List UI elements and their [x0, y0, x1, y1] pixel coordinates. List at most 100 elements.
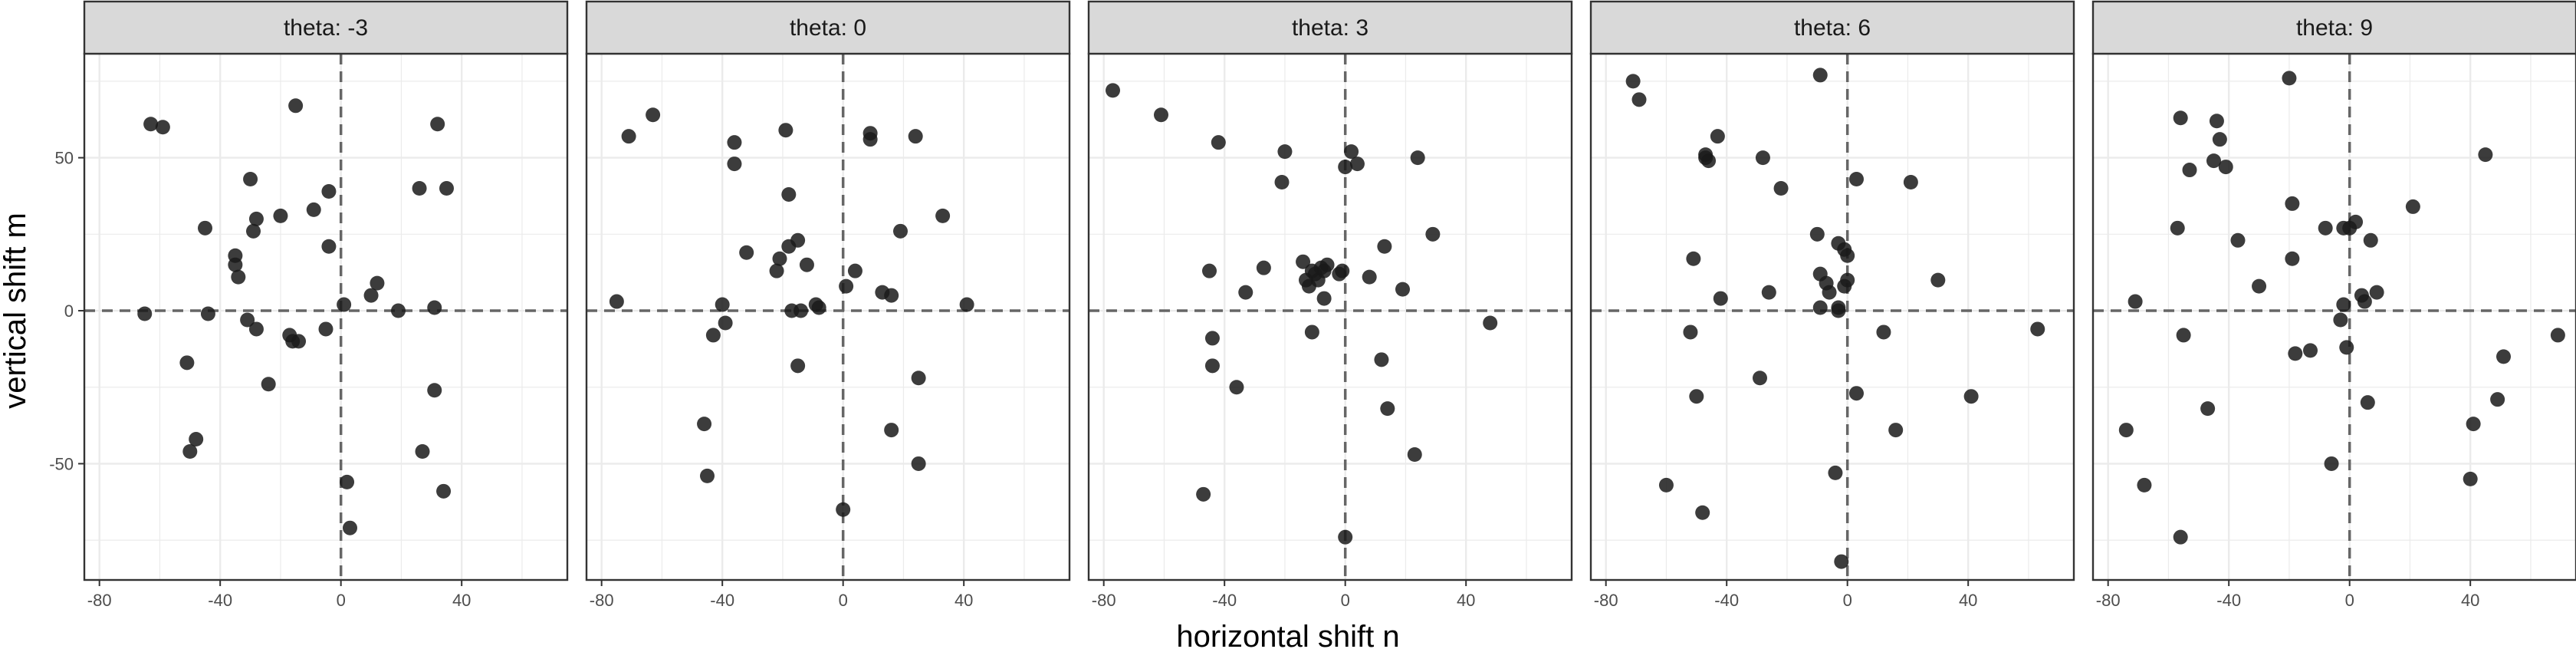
data-point [427, 383, 442, 398]
data-point [1828, 465, 1843, 480]
x-tick-label: -40 [710, 591, 734, 610]
data-point [2318, 220, 2333, 236]
data-point [2339, 340, 2354, 355]
data-point [1338, 529, 1353, 545]
data-point [2118, 423, 2134, 438]
data-point [2363, 232, 2378, 248]
data-point [243, 172, 258, 187]
x-axis-panel: -80 -40 0 40 [87, 580, 471, 610]
data-point [2357, 294, 2372, 309]
data-point [143, 117, 159, 132]
data-point [2478, 147, 2493, 163]
data-point [2285, 251, 2300, 266]
x-tick-label: -80 [2096, 591, 2121, 610]
data-point [1425, 226, 1441, 242]
data-point [1274, 175, 1290, 190]
facet-strip-label: theta: 3 [1292, 15, 1368, 41]
data-point [705, 328, 721, 343]
data-point [179, 355, 195, 371]
x-tick-label: -40 [208, 591, 232, 610]
data-point [415, 443, 430, 459]
data-point [1631, 92, 1647, 107]
x-tick-label: -80 [1594, 591, 1618, 610]
data-point [1755, 150, 1770, 166]
data-point [1689, 389, 1704, 404]
data-point [1888, 423, 1904, 438]
data-point [697, 417, 712, 432]
data-point [1753, 371, 1767, 386]
data-point [200, 306, 215, 321]
data-point [248, 321, 264, 337]
data-point [436, 483, 452, 499]
facet-panel: theta: -3 [83, 0, 569, 581]
data-point [2336, 297, 2351, 312]
data-point [646, 107, 661, 123]
data-point [1903, 175, 1918, 190]
data-point [621, 129, 636, 144]
data-point [2173, 110, 2188, 126]
data-point [155, 120, 170, 135]
data-point [935, 208, 951, 223]
data-point [306, 202, 321, 217]
data-point [1202, 263, 1217, 278]
x-tick-label: 0 [337, 591, 346, 610]
data-point [2137, 477, 2152, 493]
y-tick-label: 0 [64, 301, 74, 321]
data-point [189, 432, 204, 447]
data-point [246, 223, 261, 239]
data-point [1154, 107, 1168, 123]
data-point [911, 456, 926, 471]
y-axis: -50 0 50 [49, 149, 84, 473]
data-point [1701, 153, 1717, 169]
data-point [1840, 248, 1855, 263]
data-point [700, 468, 715, 483]
data-point [1344, 144, 1359, 160]
data-point [261, 377, 276, 392]
data-point [863, 126, 878, 141]
data-point [240, 312, 255, 328]
data-point [2550, 328, 2565, 343]
data-point [836, 502, 851, 517]
y-tick-label: -50 [49, 454, 74, 473]
data-point [1686, 251, 1701, 266]
panel-background [1089, 54, 1572, 580]
facet-panel: theta: 9 [2091, 0, 2576, 581]
data-point [2324, 456, 2339, 471]
data-point [1809, 226, 1825, 242]
data-point [959, 297, 974, 312]
panel-background [1591, 54, 2074, 580]
facet-strip-label: theta: 0 [790, 15, 866, 41]
x-axis-panel: -80 -40 0 40 [2096, 580, 2479, 610]
data-point [1658, 477, 1674, 493]
data-point [1483, 315, 1498, 331]
data-point [1238, 285, 1254, 300]
data-point [1349, 156, 1365, 172]
data-point [2170, 220, 2185, 236]
data-point [198, 220, 212, 236]
x-tick-label: -80 [590, 591, 614, 610]
data-point [1761, 285, 1776, 300]
x-tick-label: -80 [87, 591, 112, 610]
data-point [1713, 291, 1728, 306]
data-point [2182, 163, 2197, 178]
facet-panel: theta: 3 [1087, 0, 1573, 581]
x-tick-label: 40 [1959, 591, 1977, 610]
data-point [794, 303, 809, 318]
data-point [2490, 392, 2505, 407]
facet-strip [1589, 0, 2075, 55]
data-point [2288, 346, 2303, 361]
data-point [288, 98, 304, 114]
data-point [1407, 446, 1422, 462]
data-point [430, 117, 445, 132]
data-point [391, 303, 406, 318]
data-point [1963, 389, 1979, 404]
data-point [2333, 312, 2348, 328]
facet-strip [2091, 0, 2576, 55]
data-point [1395, 282, 1410, 297]
facet-strip [1087, 0, 1573, 55]
data-point [337, 297, 352, 312]
data-point [727, 135, 742, 150]
x-tick-label: 0 [1843, 591, 1852, 610]
data-point [343, 520, 357, 535]
